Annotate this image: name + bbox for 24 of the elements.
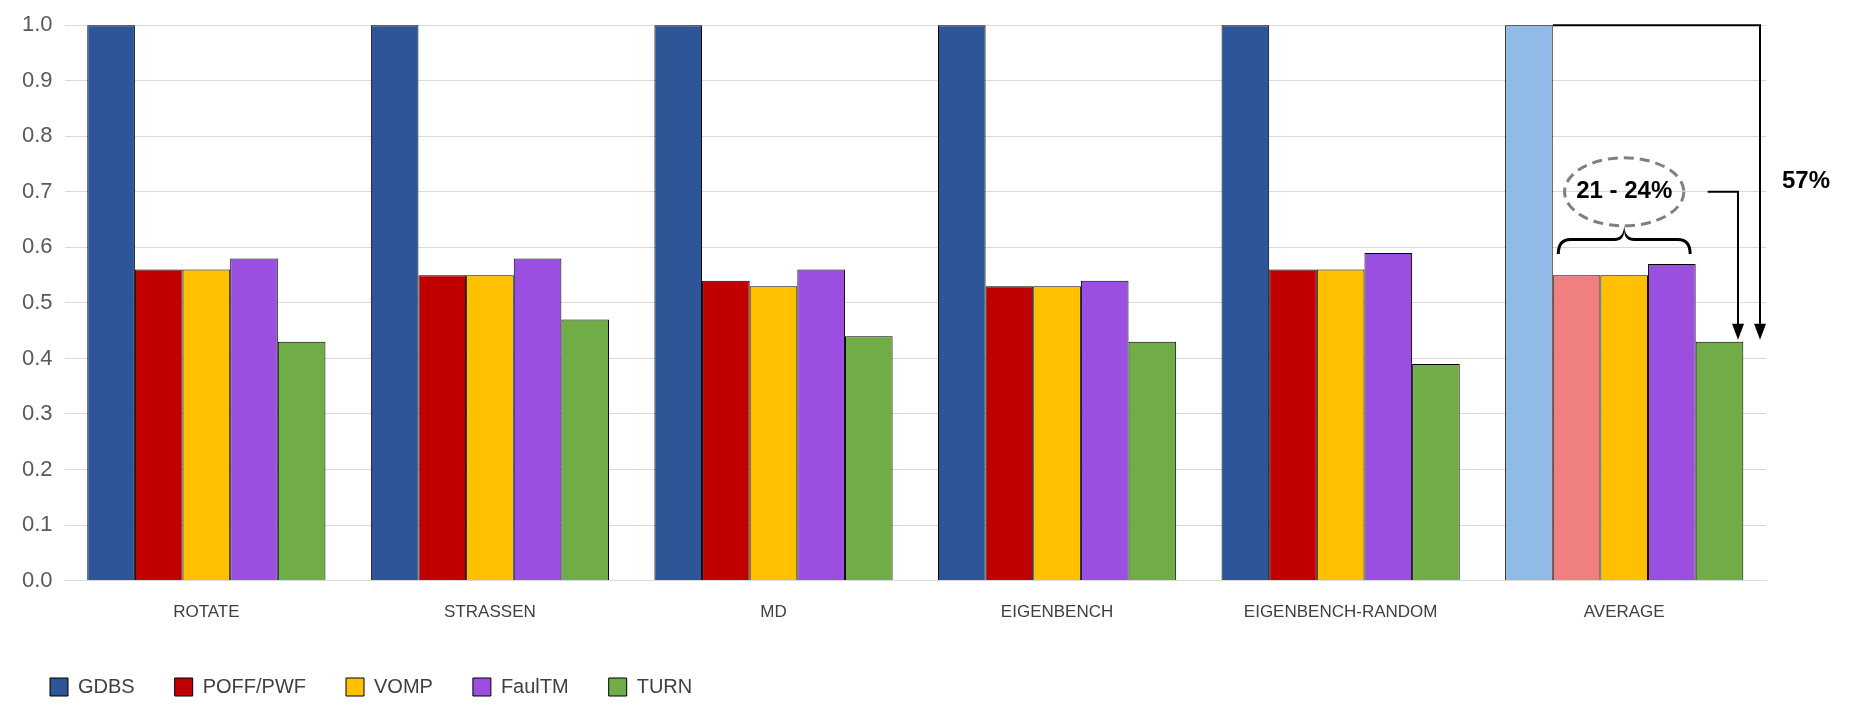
y-tick-label: 0.1 [21,511,53,537]
y-tick-label: 1.0 [21,11,53,37]
y-tick-label: 0.0 [21,566,53,592]
x-tick-label: AVERAGE [1583,602,1665,622]
x-tick-label: EIGENBENCH-RANDOM [1243,602,1438,622]
legend-label: GDBS [78,674,135,697]
legend-label: POFF/PWF [202,674,307,697]
y-tick-label: 0.8 [21,122,53,148]
y-tick-label: 0.2 [21,455,53,481]
y-tick-label: 0.6 [21,233,53,259]
annotation: 21 - 24% [1576,176,1673,204]
x-tick-label: ROTATE [173,602,240,622]
x-tick-label: MD [760,602,787,622]
y-tick-label: 0.9 [21,66,53,92]
text: 57% [1781,166,1831,194]
y-tick-label: 0.3 [21,400,53,426]
x-tick-label: EIGENBENCH [1000,602,1114,622]
y-tick-label: 0.5 [21,288,53,314]
legend-label: TURN [636,674,693,697]
y-tick-label: 0.4 [21,344,53,370]
x-tick-label: STRASSEN [444,602,536,622]
legend-label: FaulTM [500,674,569,697]
legend-label: VOMP [374,674,433,697]
y-tick-label: 0.7 [21,177,53,203]
